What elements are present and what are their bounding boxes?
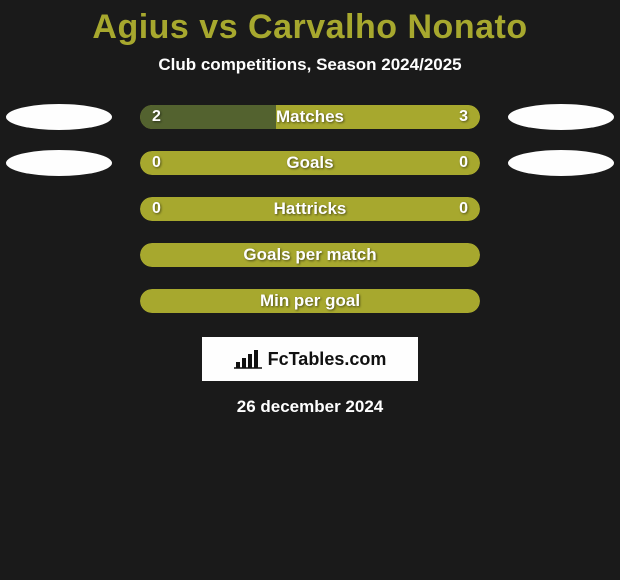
stat-bar: 23Matches xyxy=(140,105,480,129)
source-logo-text: FcTables.com xyxy=(268,349,387,370)
stat-bar: 00Hattricks xyxy=(140,197,480,221)
stat-bar-bg xyxy=(140,243,480,267)
stat-bar-bg xyxy=(140,151,480,175)
player-left-marker xyxy=(6,150,112,176)
comparison-card: Agius vs Carvalho Nonato Club competitio… xyxy=(0,0,620,417)
source-logo: FcTables.com xyxy=(202,337,418,381)
stat-value-right: 0 xyxy=(459,154,468,172)
stat-row: 00Hattricks xyxy=(0,197,620,221)
stat-bar-bg xyxy=(140,289,480,313)
player-right-marker xyxy=(508,104,614,130)
stat-value-right: 0 xyxy=(459,200,468,218)
page-subtitle: Club competitions, Season 2024/2025 xyxy=(0,55,620,75)
stat-row: Goals per match xyxy=(0,243,620,267)
stat-rows: 23Matches00Goals00HattricksGoals per mat… xyxy=(0,105,620,313)
stat-value-right: 3 xyxy=(459,108,468,126)
stat-row: Min per goal xyxy=(0,289,620,313)
page-title: Agius vs Carvalho Nonato xyxy=(0,8,620,47)
stat-value-left: 2 xyxy=(152,108,161,126)
bar-chart-icon xyxy=(234,348,262,370)
generated-date: 26 december 2024 xyxy=(0,397,620,417)
stat-bar: Min per goal xyxy=(140,289,480,313)
stat-bar-bg xyxy=(140,197,480,221)
stat-bar: 00Goals xyxy=(140,151,480,175)
stat-bar: Goals per match xyxy=(140,243,480,267)
stat-bar-fill-right xyxy=(276,105,480,129)
stat-row: 23Matches xyxy=(0,105,620,129)
player-left-marker xyxy=(6,104,112,130)
player-right-marker xyxy=(508,150,614,176)
stat-value-left: 0 xyxy=(152,154,161,172)
stat-row: 00Goals xyxy=(0,151,620,175)
stat-value-left: 0 xyxy=(152,200,161,218)
